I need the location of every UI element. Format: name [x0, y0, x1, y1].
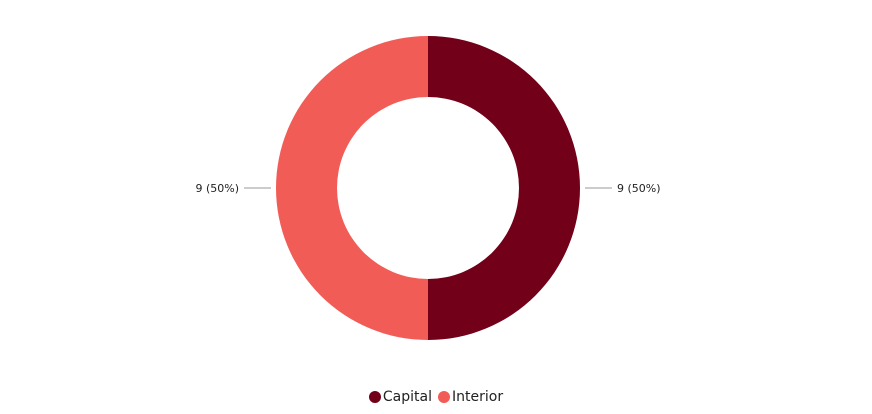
legend: Capital Interior [0, 389, 872, 405]
data-label-interior: 9 (50%) [195, 182, 239, 195]
legend-item-interior[interactable]: Interior [438, 389, 503, 405]
data-label-capital: 9 (50%) [617, 182, 661, 195]
legend-label-interior: Interior [452, 389, 504, 405]
legend-item-capital[interactable]: Capital [368, 389, 432, 405]
legend-marker-interior [438, 391, 450, 403]
slice-capital[interactable] [428, 36, 580, 340]
legend-label-capital: Capital [382, 389, 432, 405]
slice-interior[interactable] [276, 36, 428, 340]
legend-marker-capital [368, 391, 381, 403]
